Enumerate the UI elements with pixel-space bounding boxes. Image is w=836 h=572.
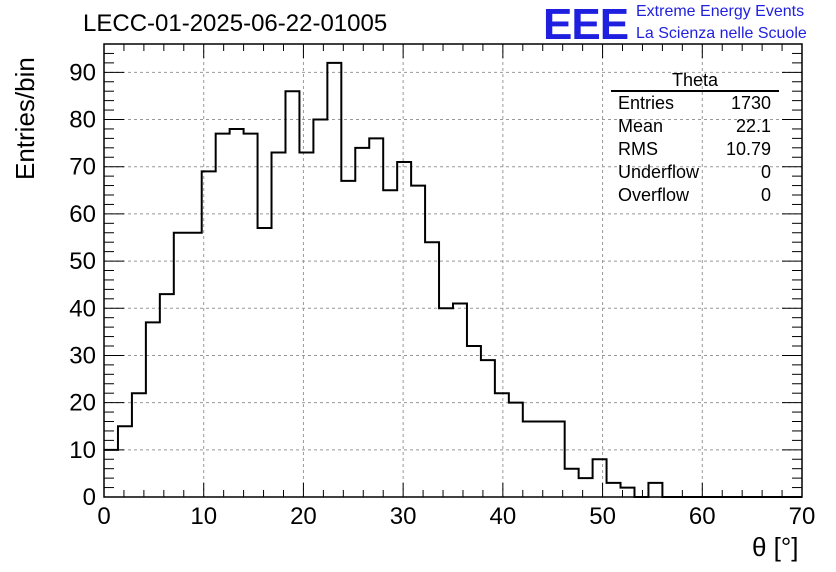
y-tick-label: 70	[69, 154, 96, 181]
x-tick-label: 10	[190, 503, 217, 530]
chart-title: LECC-01-2025-06-22-01005	[83, 10, 388, 37]
stats-value: 0	[760, 162, 771, 182]
x-tick-label: 40	[490, 503, 517, 530]
stats-title: Theta	[611, 70, 779, 92]
logo-line-1: Extreme Energy Events	[636, 3, 805, 20]
eee-logo: EEE	[543, 0, 629, 49]
x-tick-label: 20	[290, 503, 317, 530]
x-tick-label: 50	[589, 503, 616, 530]
y-tick-label: 90	[69, 59, 96, 86]
stats-row-overflow: Overflow 0	[611, 184, 779, 207]
stats-value: 0	[760, 185, 771, 205]
tick-labels: 0 10 20 30 40 50 60 70 0 10 20 30 40 50 60 70 80 90	[69, 59, 815, 530]
stats-box: Theta Entries 1730 Mean 22.1 RMS 10.79 Unde…	[611, 70, 779, 207]
stats-row-rms: RMS 10.79	[611, 138, 779, 161]
y-axis-label: Entries/bin	[10, 57, 40, 180]
histogram-line	[104, 61, 802, 498]
y-tick-label: 80	[69, 107, 96, 134]
stats-value: 1730	[730, 93, 771, 113]
x-tick-label: 60	[689, 503, 716, 530]
stats-label: Mean	[618, 116, 664, 136]
stats-label: Entries	[618, 93, 675, 113]
y-tick-label: 0	[83, 484, 96, 511]
y-tick-label: 10	[69, 437, 96, 464]
stats-row-underflow: Underflow 0	[611, 161, 779, 184]
stats-label: RMS	[618, 139, 658, 159]
y-tick-label: 30	[69, 342, 96, 369]
stats-row-mean: Mean 22.1	[611, 115, 779, 138]
logo-line-2: La Scienza nelle Scuole	[636, 25, 807, 42]
stats-value: 10.79	[725, 139, 771, 159]
stats-label: Overflow	[618, 185, 690, 205]
x-tick-label: 30	[390, 503, 417, 530]
x-tick-label: 70	[789, 503, 816, 530]
y-tick-label: 60	[69, 201, 96, 228]
axis-ticks	[103, 43, 803, 498]
x-axis-label: θ [°]	[752, 532, 799, 562]
stats-row-entries: Entries 1730	[611, 92, 779, 115]
stats-label: Underflow	[618, 162, 700, 182]
x-tick-label: 0	[97, 503, 110, 530]
y-tick-label: 40	[69, 295, 96, 322]
y-tick-label: 50	[69, 248, 96, 275]
stats-value: 22.1	[735, 116, 771, 136]
plot-frame	[103, 43, 803, 498]
y-tick-label: 20	[69, 390, 96, 417]
